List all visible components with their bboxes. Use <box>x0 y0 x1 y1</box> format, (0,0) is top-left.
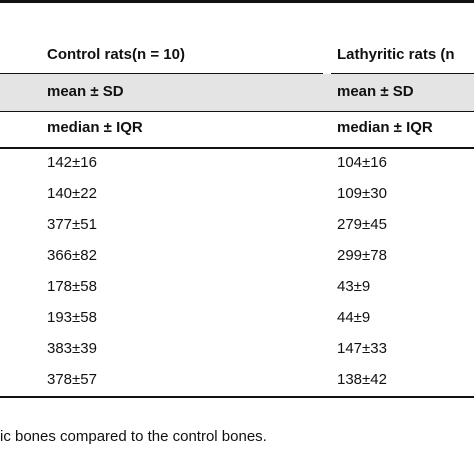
table-cell: 383±39 <box>47 340 97 357</box>
table-cell: 44±9 <box>337 309 371 326</box>
column-header: Lathyritic rats (n <box>337 46 455 63</box>
rule <box>0 111 474 112</box>
rule <box>0 73 323 74</box>
table-cell: 377±51 <box>47 216 97 233</box>
table-cell: 138±42 <box>337 371 387 388</box>
table-cell: 366±82 <box>47 247 97 264</box>
shaded-row <box>0 74 474 111</box>
column-header: Control rats(n = 10) <box>47 46 185 63</box>
table-cell: 43±9 <box>337 278 371 295</box>
table-cell: 299±78 <box>337 247 387 264</box>
table-cell: 178±58 <box>47 278 97 295</box>
table-cell: 378±57 <box>47 371 97 388</box>
rule-top <box>0 0 474 3</box>
subheader: median ± IQR <box>47 119 143 136</box>
table-cell: 109±30 <box>337 185 387 202</box>
subheader: median ± IQR <box>337 119 433 136</box>
table-cell: 104±16 <box>337 154 387 171</box>
table-cell: 140±22 <box>47 185 97 202</box>
table-cell: 147±33 <box>337 340 387 357</box>
table-cell: 279±45 <box>337 216 387 233</box>
rule <box>0 147 474 149</box>
rule <box>331 73 474 74</box>
table-cell: 193±58 <box>47 309 97 326</box>
subheader: mean ± SD <box>337 83 414 100</box>
footnote: ic bones compared to the control bones. <box>0 428 267 445</box>
subheader: mean ± SD <box>47 83 124 100</box>
table-cell: 142±16 <box>47 154 97 171</box>
rule-bottom <box>0 396 474 398</box>
